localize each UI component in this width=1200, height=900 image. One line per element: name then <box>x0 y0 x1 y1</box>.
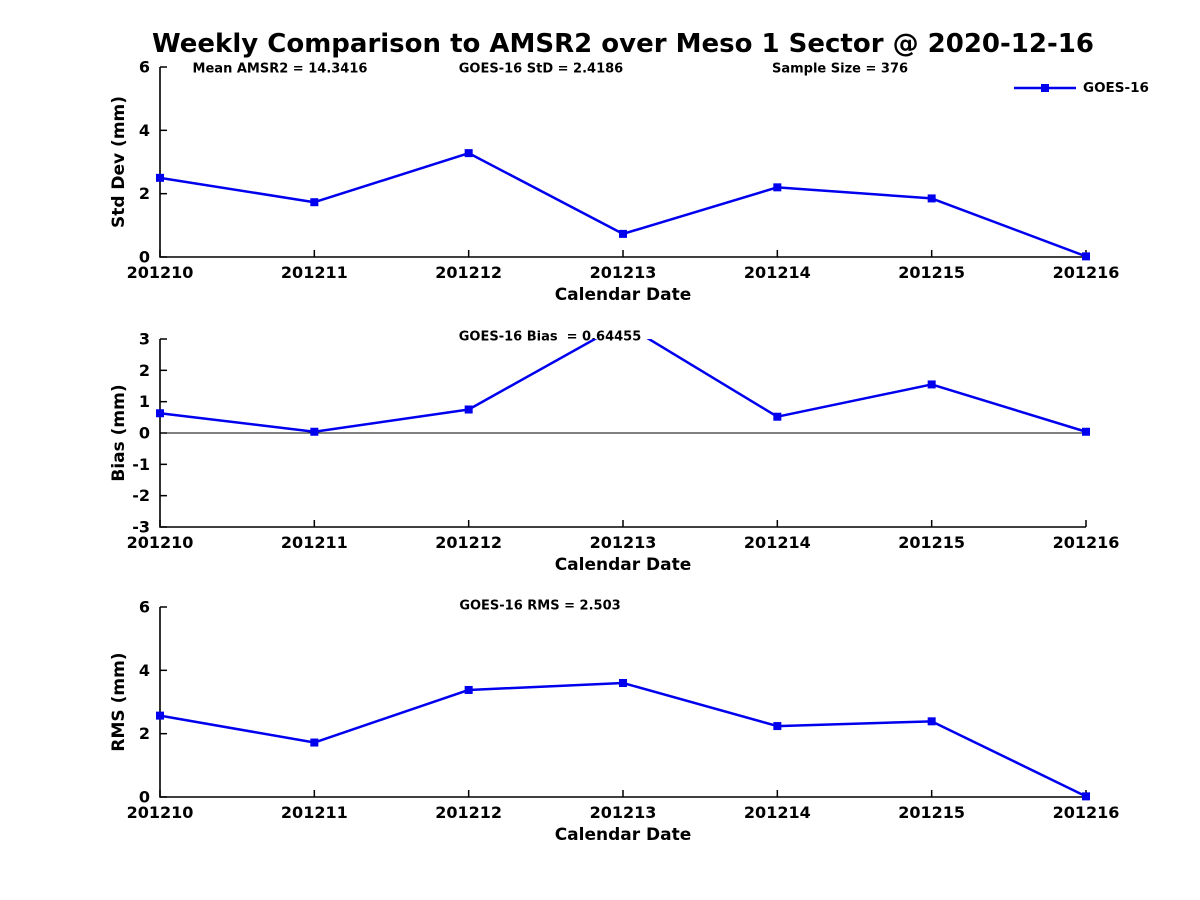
data-point-marker <box>310 738 319 747</box>
x-tick-label: 201214 <box>744 263 811 282</box>
annotation-goes16-rms: GOES-16 RMS = 2.503 <box>459 598 621 614</box>
axes-spines-std-dev-panel <box>159 67 1086 258</box>
y-tick-label: 2 <box>139 724 150 743</box>
x-tick-label: 201216 <box>1053 263 1120 282</box>
xlabel-calendar-date-bottom: Calendar Date <box>554 825 692 845</box>
x-tick-label: 201213 <box>590 803 657 822</box>
data-point-marker <box>773 183 782 192</box>
data-point-marker <box>310 427 319 436</box>
y-tick-label: 4 <box>139 121 150 140</box>
xlabel-calendar-date-top: Calendar Date <box>554 285 692 305</box>
x-tick-label: 201210 <box>127 803 194 822</box>
x-tick-label: 201213 <box>590 533 657 552</box>
x-tick-label: 201210 <box>127 533 194 552</box>
x-tick-label: 201216 <box>1053 803 1120 822</box>
data-point-marker <box>310 198 319 207</box>
goes16-line-std-dev-panel <box>159 151 1087 258</box>
data-point-marker <box>619 229 627 238</box>
x-tick-label: 201212 <box>435 533 502 552</box>
y-tick-label: 3 <box>139 330 150 349</box>
x-tick-label: 201216 <box>1053 533 1120 552</box>
y-tick-label: -2 <box>132 486 150 505</box>
xlabel-calendar-date-middle: Calendar Date <box>554 555 692 575</box>
annotation-goes16-bias: GOES-16 Bias = 0.64455 <box>458 329 642 345</box>
data-point-marker <box>773 412 782 421</box>
x-tick-label: 201215 <box>898 803 965 822</box>
x-tick-label: 201215 <box>898 533 965 552</box>
x-tick-label: 201210 <box>127 263 194 282</box>
x-tick-label: 201214 <box>744 803 811 822</box>
x-tick-label: 201211 <box>281 803 348 822</box>
x-tick-label: 201215 <box>898 263 965 282</box>
data-point-marker <box>1082 252 1090 261</box>
goes16-line-rms-panel <box>159 681 1087 798</box>
x-tick-label: 201214 <box>744 533 811 552</box>
goes16-line-bias-panel <box>159 339 1087 433</box>
axes-spines-rms-panel <box>159 607 1086 798</box>
y-tick-label: 0 <box>139 424 150 443</box>
legend: GOES-16 <box>1014 80 1149 96</box>
x-tick-label: 201212 <box>435 803 502 822</box>
x-tick-label: 201213 <box>590 263 657 282</box>
y-tick-label: -3 <box>132 518 150 537</box>
y-tick-label: 4 <box>139 661 150 680</box>
data-point-marker <box>156 173 164 182</box>
annotation-goes16-std: GOES-16 StD = 2.4186 <box>458 61 624 77</box>
y-tick-label: 1 <box>139 392 150 411</box>
data-point-marker <box>927 380 936 389</box>
x-tick-label: 201212 <box>435 263 502 282</box>
data-point-marker <box>156 409 164 418</box>
data-point-marker <box>464 685 473 694</box>
figure-title: Weekly Comparison to AMSR2 over Meso 1 S… <box>152 29 1094 59</box>
y-tick-label: 2 <box>139 361 150 380</box>
data-point-marker <box>619 679 627 687</box>
x-tick-label: 201211 <box>281 263 348 282</box>
data-point-marker <box>773 722 782 731</box>
x-tick-label: 201211 <box>281 533 348 552</box>
data-point-marker <box>1082 792 1090 801</box>
legend-label: GOES-16 <box>1083 80 1149 96</box>
data-point-marker <box>464 405 473 414</box>
annotation-mean-amsr2: Mean AMSR2 = 14.3416 <box>192 61 368 77</box>
y-tick-label: 0 <box>139 788 150 807</box>
y-tick-label: 0 <box>139 248 150 267</box>
legend-line-icon <box>1014 84 1076 92</box>
y-tick-label: -1 <box>132 455 150 474</box>
data-point-marker <box>1082 427 1090 436</box>
annotation-sample-size: Sample Size = 376 <box>771 61 909 77</box>
y-tick-label: 6 <box>139 58 150 77</box>
data-point-marker <box>927 717 936 726</box>
data-point-marker <box>464 149 473 158</box>
y-tick-label: 6 <box>139 598 150 617</box>
data-point-marker <box>927 194 936 203</box>
y-tick-label: 2 <box>139 184 150 203</box>
data-point-marker <box>156 711 164 720</box>
